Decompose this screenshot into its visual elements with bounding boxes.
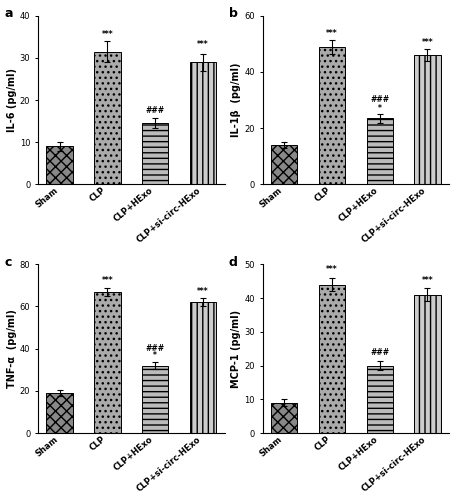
Text: ***: *** — [325, 266, 337, 274]
Bar — [142, 366, 168, 433]
Text: d: d — [228, 256, 238, 269]
Text: ###: ### — [145, 106, 164, 115]
Bar — [414, 294, 440, 433]
Text: ***: *** — [101, 30, 113, 39]
Bar — [94, 292, 120, 433]
Bar — [94, 52, 120, 184]
Text: ###: ### — [369, 348, 389, 357]
Text: ###: ### — [369, 96, 389, 104]
Y-axis label: IL-6 (pg/ml): IL-6 (pg/ml) — [7, 68, 17, 132]
Bar — [318, 46, 344, 184]
Bar — [189, 302, 216, 433]
Y-axis label: TNF-α  (pg/ml): TNF-α (pg/ml) — [7, 309, 17, 388]
Text: ###: ### — [145, 344, 164, 353]
Bar — [366, 118, 392, 184]
Text: c: c — [5, 256, 12, 269]
Text: ***: *** — [197, 40, 208, 50]
Text: ***: *** — [421, 38, 432, 46]
Y-axis label: IL-1β  (pg/ml): IL-1β (pg/ml) — [231, 63, 241, 138]
Y-axis label: MCP-1 (pg/ml): MCP-1 (pg/ml) — [231, 310, 241, 388]
Bar — [366, 366, 392, 433]
Text: a: a — [5, 8, 13, 20]
Text: *: * — [153, 352, 157, 360]
Bar — [318, 284, 344, 433]
Bar — [189, 62, 216, 184]
Bar — [142, 124, 168, 184]
Text: ***: *** — [197, 287, 208, 296]
Text: ***: *** — [325, 29, 337, 38]
Bar — [270, 145, 297, 184]
Text: *: * — [377, 104, 381, 112]
Bar — [414, 55, 440, 184]
Text: ***: *** — [101, 276, 113, 285]
Bar — [46, 393, 73, 433]
Bar — [46, 146, 73, 184]
Bar — [270, 402, 297, 433]
Text: b: b — [228, 8, 238, 20]
Text: ***: *** — [421, 276, 432, 284]
